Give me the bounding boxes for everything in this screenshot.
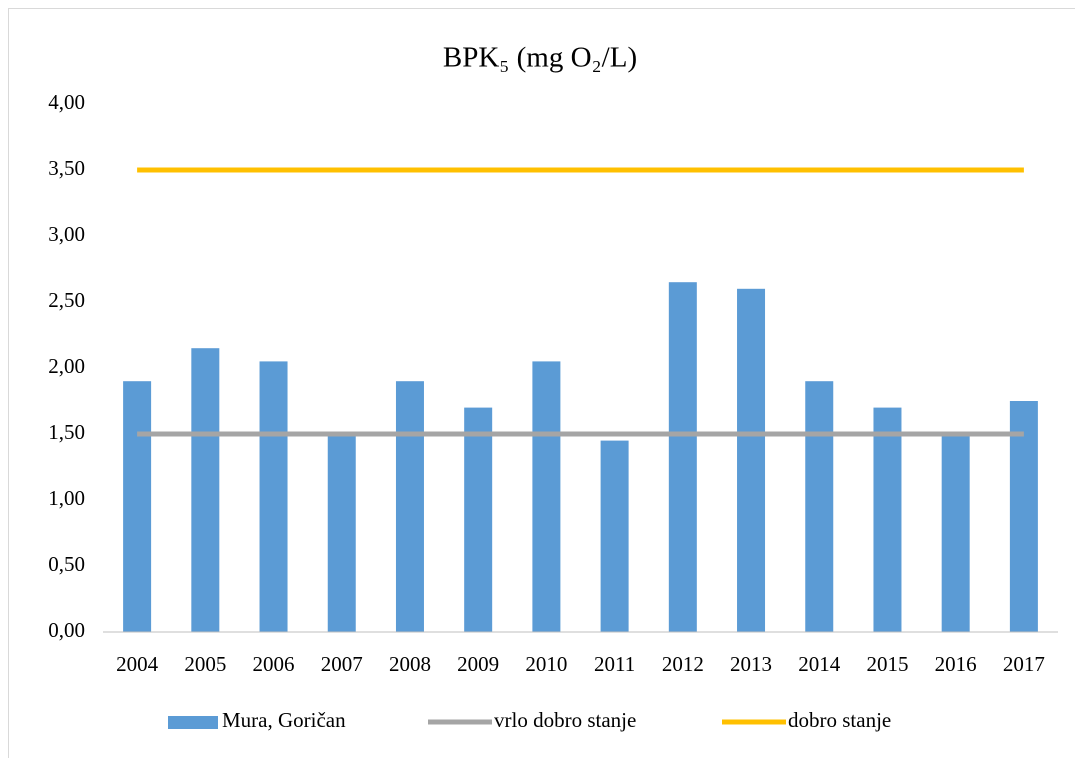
legend-label: Mura, Goričan [222,708,346,732]
y-tick-label: 0,50 [48,552,85,576]
y-tick-label: 3,00 [48,222,85,246]
bar [941,434,970,632]
bar [805,381,834,632]
y-tick-label: 1,00 [48,486,85,510]
bar [259,361,288,632]
x-tick-label: 2004 [116,652,159,676]
x-tick-label: 2011 [594,652,635,676]
bar [532,361,561,632]
y-tick-label: 0,00 [48,618,85,642]
x-tick-label: 2016 [935,652,977,676]
bar [123,381,152,632]
y-tick-label: 4,00 [48,90,85,114]
bar [191,348,220,632]
x-tick-label: 2014 [798,652,841,676]
legend-label: vrlo dobro stanje [494,708,636,732]
bar [668,282,697,632]
x-tick-label: 2012 [662,652,704,676]
x-tick-label: 2013 [730,652,772,676]
x-tick-label: 2015 [866,652,908,676]
bar [327,434,356,632]
y-tick-label: 2,50 [48,288,85,312]
legend-label: dobro stanje [788,708,891,732]
x-tick-label: 2007 [321,652,363,676]
x-tick-label: 2005 [184,652,226,676]
legend-swatch [168,716,218,729]
x-tick-label: 2009 [457,652,499,676]
x-tick-label: 2010 [525,652,567,676]
bar [464,407,493,632]
chart-title: BPK₅ (mg O₂/L) [443,42,637,74]
bar [1009,401,1038,632]
y-tick-label: 3,50 [48,156,85,180]
bar [600,440,629,632]
x-tick-label: 2017 [1003,652,1045,676]
x-tick-label: 2008 [389,652,431,676]
bar [737,288,766,632]
x-tick-label: 2006 [253,652,295,676]
bar [873,407,902,632]
y-tick-label: 1,50 [48,420,85,444]
bar [395,381,424,632]
y-tick-label: 2,00 [48,354,85,378]
